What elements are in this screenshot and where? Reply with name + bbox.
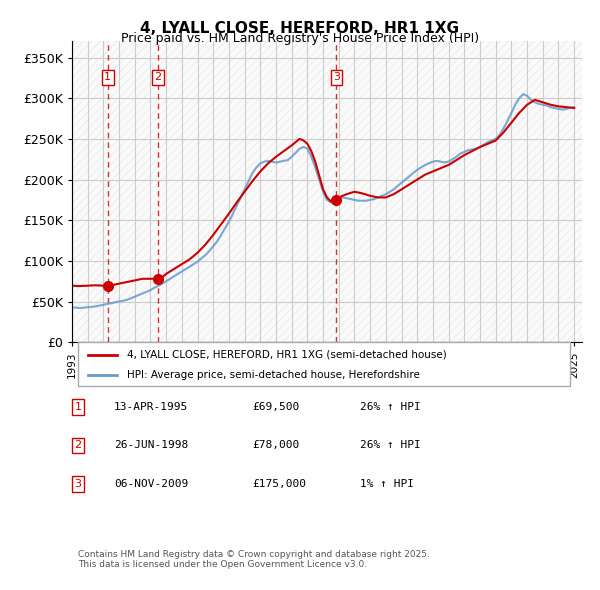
- Text: £175,000: £175,000: [252, 479, 306, 489]
- Text: 2: 2: [74, 441, 82, 450]
- Text: 4, LYALL CLOSE, HEREFORD, HR1 1XG (semi-detached house): 4, LYALL CLOSE, HEREFORD, HR1 1XG (semi-…: [127, 350, 447, 359]
- FancyBboxPatch shape: [78, 342, 570, 386]
- Text: 2: 2: [154, 73, 161, 83]
- Text: 4, LYALL CLOSE, HEREFORD, HR1 1XG: 4, LYALL CLOSE, HEREFORD, HR1 1XG: [140, 21, 460, 35]
- Text: 3: 3: [333, 73, 340, 83]
- Text: 13-APR-1995: 13-APR-1995: [114, 402, 188, 412]
- Text: Price paid vs. HM Land Registry's House Price Index (HPI): Price paid vs. HM Land Registry's House …: [121, 32, 479, 45]
- Text: HPI: Average price, semi-detached house, Herefordshire: HPI: Average price, semi-detached house,…: [127, 371, 420, 381]
- Text: 06-NOV-2009: 06-NOV-2009: [114, 479, 188, 489]
- Text: 1: 1: [104, 73, 111, 83]
- Text: Contains HM Land Registry data © Crown copyright and database right 2025.
This d: Contains HM Land Registry data © Crown c…: [78, 550, 430, 569]
- Text: 26% ↑ HPI: 26% ↑ HPI: [360, 441, 421, 450]
- Text: 26-JUN-1998: 26-JUN-1998: [114, 441, 188, 450]
- Text: 3: 3: [74, 479, 82, 489]
- Text: 26% ↑ HPI: 26% ↑ HPI: [360, 402, 421, 412]
- Text: 1: 1: [74, 402, 82, 412]
- Text: £69,500: £69,500: [252, 402, 299, 412]
- Text: £78,000: £78,000: [252, 441, 299, 450]
- Text: 1% ↑ HPI: 1% ↑ HPI: [360, 479, 414, 489]
